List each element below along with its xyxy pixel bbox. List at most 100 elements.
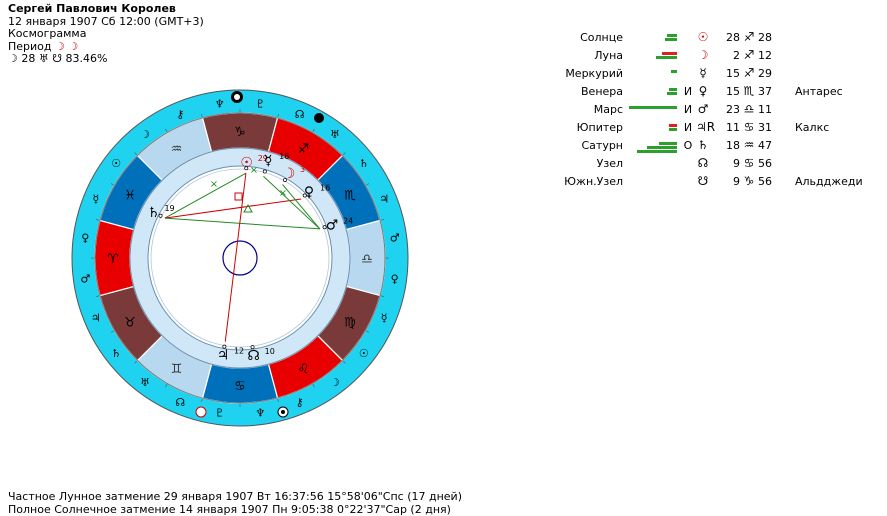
- strength-bar: [667, 92, 677, 95]
- planet-icon: ☋: [697, 174, 709, 188]
- planet-minutes: 11: [758, 103, 772, 116]
- planet-degree: 24: [343, 216, 353, 225]
- planet-degree: 12: [234, 347, 244, 356]
- outer-glyph: ⚷: [176, 108, 184, 121]
- sign-glyph: ♍: [344, 316, 356, 331]
- center-circle: [222, 240, 258, 276]
- planet-row: Узел ☊ 9 ♋ 56: [520, 156, 880, 175]
- planet-icon: ☊: [697, 156, 709, 170]
- outer-glyph: ♄: [359, 157, 369, 170]
- planet-glyph: ☊: [247, 348, 259, 364]
- planet-glyph: ☿: [264, 153, 273, 169]
- cosmogram-wheel: ♆ ♇☊♅♄♃♂♀☿☉☽⚷♆♇☊♅♄♃♂♀☿☉☽⚷ ♑♐♏♎♍♌♋♊♉♈♓♒ ××…: [71, 89, 409, 427]
- sign-glyph: ♉: [124, 316, 136, 331]
- planet-minutes: 56: [758, 175, 772, 188]
- motion-indicator: И: [683, 85, 693, 98]
- aspect-line: [263, 175, 321, 230]
- fixed-star: Калкс: [795, 121, 830, 134]
- planet-name: Марс: [593, 103, 623, 116]
- strength-bars: [627, 106, 677, 118]
- planet-degree: 28: [726, 31, 740, 44]
- planet-row: Юпитер И ♃R 11 ♋ 31 Калкс: [520, 120, 880, 139]
- outer-tick: [342, 360, 346, 364]
- planet-minutes: 12: [758, 49, 772, 62]
- outer-tick: [342, 152, 346, 156]
- planet-dot: [302, 193, 307, 198]
- outer-tick: [277, 113, 279, 119]
- aspect-area-inner: [150, 168, 330, 348]
- aspect-line: [164, 198, 302, 219]
- square-aspect-icon: [234, 192, 243, 201]
- strength-bars: [627, 88, 677, 100]
- planet-row: Сатурн О ♄ 18 ♒ 47: [520, 138, 880, 157]
- outer-glyph: ♇: [255, 97, 265, 110]
- planet-glyph: ♀: [304, 184, 314, 200]
- lunar-eclipse-line: Частное Лунное затмение 29 января 1907 В…: [8, 490, 462, 503]
- sign-glyph: ♑: [234, 125, 246, 140]
- outer-glyph: ☿: [381, 312, 388, 325]
- zodiac-ring: ♑ ♐ ♏ ♎ ♍ ♌ ♋ ♊ ♉ ♈ ♓ ♒: [94, 112, 386, 404]
- sign-outer-circle: [94, 112, 386, 404]
- sign-glyph: ♋: [234, 379, 246, 394]
- planet-icon: ♃R: [696, 120, 716, 134]
- planet-degree: 9: [733, 175, 740, 188]
- outer-glyph: ♂: [80, 272, 90, 285]
- sextile-aspect-icon: ×: [250, 165, 258, 176]
- planet-row: Марс И ♂ 23 ♎ 11: [520, 102, 880, 121]
- planet-icon: ☿: [699, 66, 707, 80]
- planet-dot: [250, 345, 255, 350]
- planet-degree: 18: [726, 139, 740, 152]
- strength-bars: [627, 178, 677, 190]
- strength-bar: [662, 52, 677, 55]
- outer-glyph: ♃: [379, 192, 389, 205]
- period-moon-icon: ☽ ☽: [55, 39, 79, 53]
- planet-dot: [158, 213, 163, 218]
- planet-glyph: ♄: [147, 205, 160, 221]
- outer-marker-hole: [281, 410, 285, 414]
- sign-glyph: ♓: [124, 189, 136, 204]
- planet-name: Луна: [594, 49, 623, 62]
- outer-tick: [379, 219, 385, 221]
- planet-degree: 16: [279, 152, 289, 161]
- outer-glyph: ♇: [215, 407, 225, 420]
- planet-glyph: ♃: [217, 348, 230, 364]
- trine-aspect-icon: [243, 203, 253, 213]
- strength-bars: [627, 34, 677, 46]
- aspect-line: [282, 184, 321, 230]
- sign-icon: ♒: [743, 138, 755, 152]
- outer-tick: [134, 152, 138, 156]
- outer-marker: [195, 406, 207, 418]
- aspect-line: [224, 173, 247, 342]
- planet-degree: 29: [258, 154, 268, 163]
- sign-glyph: ♎: [361, 252, 373, 267]
- sign-glyph: ♈: [107, 252, 119, 267]
- planet-dot: [244, 166, 249, 171]
- planet-degree: 9: [733, 157, 740, 170]
- planet-name: Меркурий: [565, 67, 623, 80]
- outer-tick: [95, 219, 101, 221]
- planet-minutes: 31: [758, 121, 772, 134]
- strength-bar: [637, 150, 677, 153]
- strength-bar: [667, 34, 677, 37]
- planet-name: Южн.Узел: [564, 175, 623, 188]
- aspect-line: [164, 172, 247, 219]
- planet-dot: [322, 225, 327, 230]
- planet-minutes: 47: [758, 139, 772, 152]
- planet-name: Юпитер: [576, 121, 623, 134]
- outer-glyph: ♀: [81, 232, 89, 245]
- strength-bars: [627, 160, 677, 172]
- planet-degree: 10: [265, 347, 275, 356]
- planet-glyph: ☉: [240, 155, 253, 171]
- planet-name: Венера: [581, 85, 623, 98]
- outer-glyph: ♆: [215, 97, 225, 110]
- planet-name: Солнце: [580, 31, 623, 44]
- sign-icon: ♎: [743, 102, 755, 116]
- planet-dot: [222, 344, 227, 349]
- strength-bar: [656, 56, 677, 59]
- outer-glyph: ☊: [295, 108, 305, 121]
- planet-degree: 2: [733, 49, 740, 62]
- strength-bar: [665, 38, 677, 41]
- birth-datetime: 12 января 1907 Сб 12:00 (GMT+3): [8, 14, 204, 28]
- planet-degree: 23: [726, 103, 740, 116]
- outer-glyph: ♂: [390, 232, 400, 245]
